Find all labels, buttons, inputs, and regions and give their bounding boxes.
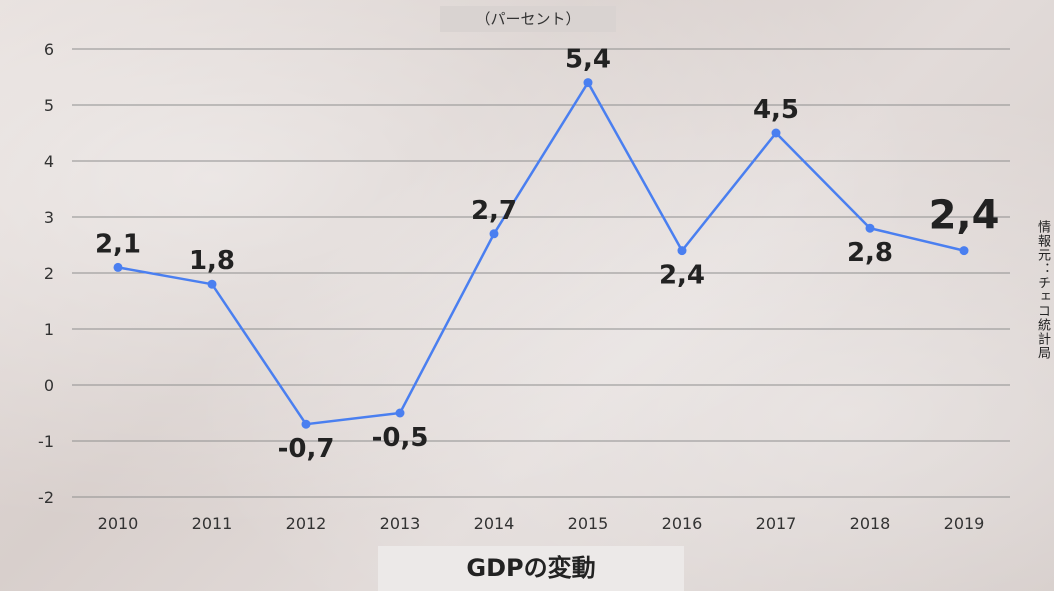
chart-title: GDPの変動 [378,546,684,591]
x-tick-label: 2019 [944,514,985,533]
y-tick-label: -2 [38,488,54,507]
y-tick-label: 5 [44,96,54,115]
y-tick-label: -1 [38,432,54,451]
series-line [117,80,965,426]
data-label: 2,7 [471,196,517,226]
x-tick-label: 2015 [568,514,609,533]
gridlines [72,48,1010,498]
data-labels: 2,1 1,8 -0,7 -0,5 2,7 5,4 2,4 4,5 2,8 2,4 [95,45,999,465]
data-point [583,78,593,88]
y-tick-label: 1 [44,320,54,339]
x-tick-label: 2017 [756,514,797,533]
data-label: 4,5 [753,95,799,125]
x-tick-label: 2016 [662,514,703,533]
data-point [395,408,405,418]
data-point [207,279,217,289]
x-tick-label: 2012 [286,514,327,533]
y-axis-ticks: -2 -1 0 1 2 3 4 5 6 [38,40,54,507]
data-point [959,246,969,256]
data-point [301,419,311,429]
source-note: 情報元：チェコ統計局 [1035,220,1050,360]
data-label: 5,4 [565,45,611,75]
y-tick-label: 4 [44,152,54,171]
y-tick-label: 6 [44,40,54,59]
unit-label: （パーセント） [440,6,616,32]
data-label: 2,4 [929,193,1000,239]
x-tick-label: 2010 [98,514,139,533]
data-label: 2,1 [95,229,141,259]
data-label: 2,4 [659,261,705,291]
data-label: -0,5 [372,423,429,453]
data-point [771,128,781,138]
data-label: -0,7 [278,434,335,464]
data-point [113,262,123,272]
x-tick-label: 2011 [192,514,233,533]
series-line-group [113,78,969,429]
y-tick-label: 0 [44,376,54,395]
data-point [865,223,875,233]
x-tick-label: 2018 [850,514,891,533]
y-tick-label: 3 [44,208,54,227]
x-tick-label: 2013 [380,514,421,533]
data-label: 1,8 [189,246,235,276]
y-tick-label: 2 [44,264,54,283]
data-point [489,229,499,239]
data-label: 2,8 [847,238,893,268]
x-tick-label: 2014 [474,514,515,533]
data-point [677,246,687,256]
x-axis-ticks: 2010 2011 2012 2013 2014 2015 2016 2017 2018 2019 [98,514,985,533]
